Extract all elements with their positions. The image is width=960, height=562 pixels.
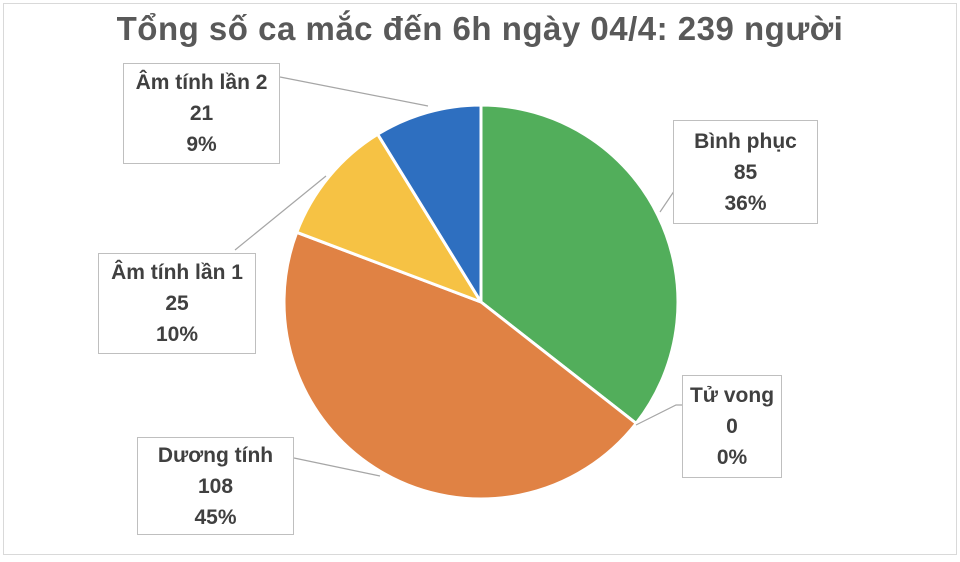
- data-label-binh-phuc: Bình phục 85 36%: [673, 120, 818, 224]
- label-value: 85: [733, 160, 758, 184]
- label-value: 25: [165, 292, 189, 315]
- label-percent: 9%: [186, 133, 217, 156]
- leader-line: [279, 76, 429, 107]
- label-value: 21: [189, 102, 214, 125]
- label-value: 0: [726, 415, 738, 438]
- label-name: Bình phục: [694, 129, 797, 153]
- pie-slice-binh-phuc: [479, 103, 680, 425]
- pie-slice-duong-tinh: [282, 230, 638, 501]
- label-percent: 36%: [724, 191, 767, 215]
- chart-frame: [3, 3, 957, 555]
- label-percent: 0%: [716, 446, 748, 469]
- chart-title: Tổng số ca mắc đến 6h ngày 04/4: 239 ngư…: [116, 10, 844, 47]
- leader-line: [635, 404, 683, 426]
- data-label-am-tinh-lan-2: Âm tính lần 2 21 9%: [123, 63, 280, 164]
- pie-slice-am-tinh-lan-1: [295, 132, 483, 304]
- label-name: Âm tính lần 1: [111, 261, 243, 284]
- label-name: Tử vong: [689, 384, 775, 407]
- leader-line: [234, 175, 327, 251]
- label-percent: 10%: [155, 323, 199, 346]
- label-name: Âm tính lần 2: [135, 71, 268, 94]
- data-label-am-tinh-lan-1: Âm tính lần 1 25 10%: [98, 253, 256, 354]
- leader-line: [293, 457, 381, 477]
- data-label-tu-vong: Tử vong 0 0%: [682, 375, 782, 478]
- label-value: 108: [197, 474, 234, 498]
- pie-slice-am-tinh-lan-2: [376, 103, 483, 304]
- label-percent: 45%: [194, 505, 237, 529]
- label-name: Dương tính: [157, 443, 274, 467]
- data-label-duong-tinh: Dương tính 108 45%: [137, 437, 294, 535]
